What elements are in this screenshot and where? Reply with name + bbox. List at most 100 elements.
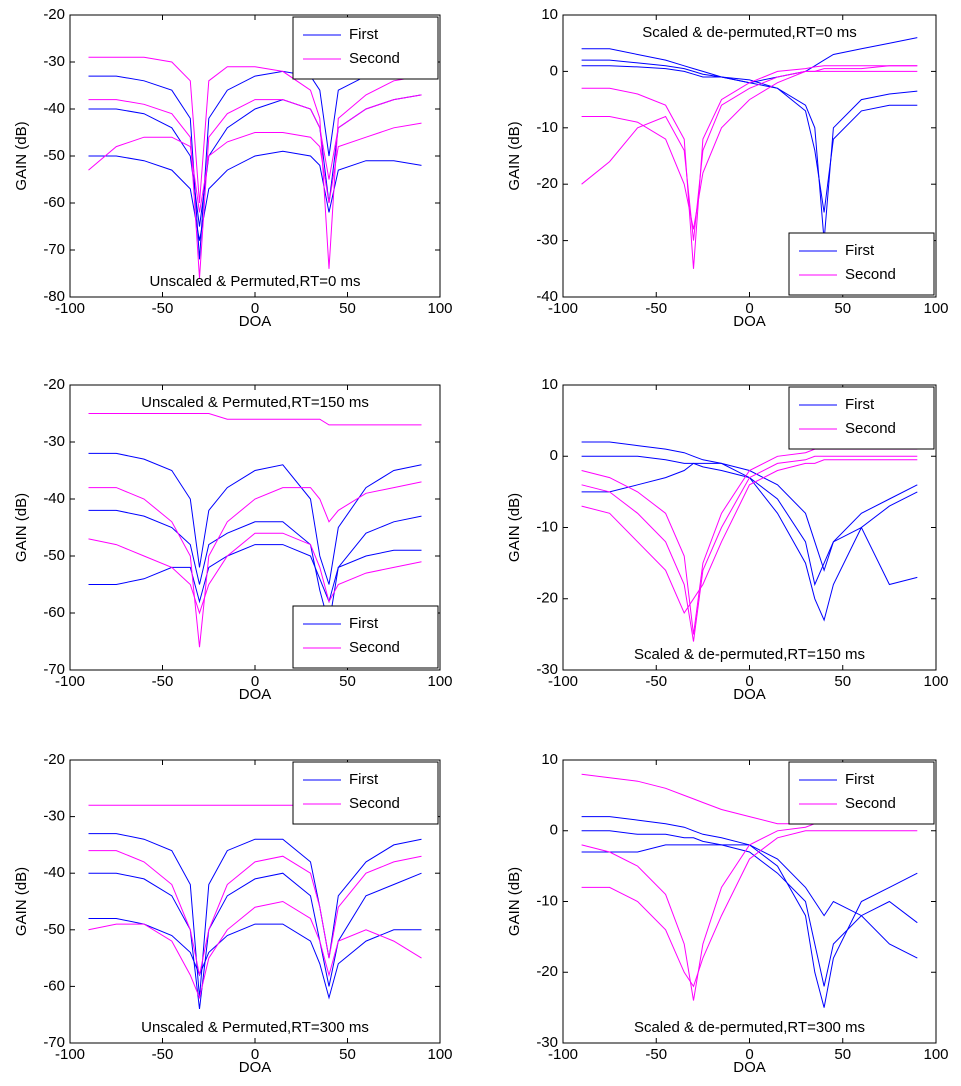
- x-tick-label: 100: [923, 1046, 948, 1063]
- x-tick-label: -100: [548, 300, 578, 317]
- x-tick-label: 100: [427, 673, 452, 690]
- x-axis-label: DOA: [733, 686, 766, 703]
- y-tick-label: -30: [43, 808, 65, 825]
- annotation: Unscaled & Permuted,RT=0 ms: [149, 273, 360, 290]
- y-tick-label: -10: [536, 119, 558, 136]
- y-tick-label: -70: [43, 661, 65, 678]
- y-tick-label: 10: [541, 6, 558, 23]
- x-tick-label: -100: [55, 300, 85, 317]
- y-tick-label: -10: [536, 518, 558, 535]
- series-line: [88, 509, 422, 625]
- y-tick-label: -30: [536, 661, 558, 678]
- annotation: Unscaled & Permuted,RT=300 ms: [141, 1019, 369, 1036]
- series-line: [581, 455, 918, 642]
- series-line: [88, 532, 422, 615]
- legend-label: First: [845, 396, 875, 413]
- y-tick-label: -20: [43, 6, 65, 23]
- y-tick-label: -50: [43, 547, 65, 564]
- x-tick-label: 0: [745, 673, 753, 690]
- series-line: [581, 459, 918, 615]
- series-line: [88, 413, 422, 426]
- series-line: [88, 872, 422, 1010]
- x-axis-label: DOA: [239, 686, 272, 703]
- y-tick-label: -40: [43, 864, 65, 881]
- legend-label: First: [845, 242, 875, 259]
- series-line: [581, 65, 918, 213]
- y-tick-label: -20: [536, 590, 558, 607]
- y-axis-label: GAIN (dB): [13, 493, 30, 562]
- y-tick-label: -60: [43, 194, 65, 211]
- y-tick-label: -70: [43, 241, 65, 258]
- legend-box: [788, 761, 935, 825]
- x-tick-label: -50: [645, 673, 667, 690]
- x-axis-label: DOA: [733, 313, 766, 330]
- series-line: [88, 481, 422, 648]
- y-tick-label: -50: [43, 921, 65, 938]
- y-tick-label: -50: [43, 147, 65, 164]
- legend-box: [292, 16, 439, 80]
- x-tick-label: 50: [834, 300, 851, 317]
- legend-box: [788, 386, 935, 450]
- series-line: [581, 830, 918, 988]
- x-tick-label: 50: [339, 673, 356, 690]
- x-axis-label: DOA: [733, 1059, 766, 1076]
- x-tick-label: 100: [923, 673, 948, 690]
- series-line: [88, 452, 422, 585]
- series-line: [88, 122, 422, 213]
- y-tick-label: -30: [43, 53, 65, 70]
- annotation: Scaled & de-permuted,RT=150 ms: [634, 646, 865, 663]
- x-tick-label: 100: [427, 1046, 452, 1063]
- annotation: Scaled & de-permuted,RT=0 ms: [642, 24, 856, 41]
- legend-box: [292, 605, 439, 669]
- x-tick-label: -50: [152, 673, 174, 690]
- y-tick-label: -20: [43, 751, 65, 768]
- series-line: [88, 70, 422, 260]
- legend-box: [292, 761, 439, 825]
- y-tick-label: -20: [43, 376, 65, 393]
- y-tick-label: 0: [550, 822, 558, 839]
- series-line: [88, 544, 422, 604]
- series-line: [88, 56, 422, 269]
- y-tick-label: 10: [541, 376, 558, 393]
- x-tick-label: 0: [745, 1046, 753, 1063]
- x-tick-label: -50: [645, 1046, 667, 1063]
- series-line: [581, 65, 918, 269]
- x-tick-label: -50: [152, 1046, 174, 1063]
- y-axis-label: GAIN (dB): [506, 867, 523, 936]
- legend-label: Second: [349, 795, 400, 812]
- y-tick-label: 10: [541, 751, 558, 768]
- y-tick-label: -60: [43, 604, 65, 621]
- y-tick-label: -40: [43, 490, 65, 507]
- y-tick-label: -30: [536, 1034, 558, 1051]
- y-tick-label: -80: [43, 288, 65, 305]
- legend-box: [788, 232, 935, 296]
- x-tick-label: 0: [251, 300, 259, 317]
- y-tick-label: -40: [536, 288, 558, 305]
- x-tick-label: 0: [251, 1046, 259, 1063]
- y-tick-label: -60: [43, 977, 65, 994]
- x-tick-label: -100: [548, 1046, 578, 1063]
- series-line: [88, 833, 422, 998]
- x-tick-label: 50: [339, 1046, 356, 1063]
- y-axis-label: GAIN (dB): [13, 867, 30, 936]
- legend-label: Second: [349, 50, 400, 67]
- series-line: [88, 94, 422, 279]
- y-axis-label: GAIN (dB): [506, 121, 523, 190]
- y-tick-label: 0: [550, 62, 558, 79]
- series-line: [88, 900, 422, 1000]
- legend-label: Second: [845, 420, 896, 437]
- x-tick-label: 100: [923, 300, 948, 317]
- x-tick-label: 50: [834, 673, 851, 690]
- legend-label: Second: [845, 266, 896, 283]
- x-tick-label: 50: [834, 1046, 851, 1063]
- legend-label: First: [349, 26, 379, 43]
- series-line: [581, 65, 918, 241]
- series-line: [88, 150, 422, 241]
- x-tick-label: -100: [548, 673, 578, 690]
- legend-label: First: [845, 771, 875, 788]
- x-tick-label: -50: [645, 300, 667, 317]
- y-tick-label: -20: [536, 175, 558, 192]
- x-tick-label: -100: [55, 1046, 85, 1063]
- series-line: [88, 850, 422, 976]
